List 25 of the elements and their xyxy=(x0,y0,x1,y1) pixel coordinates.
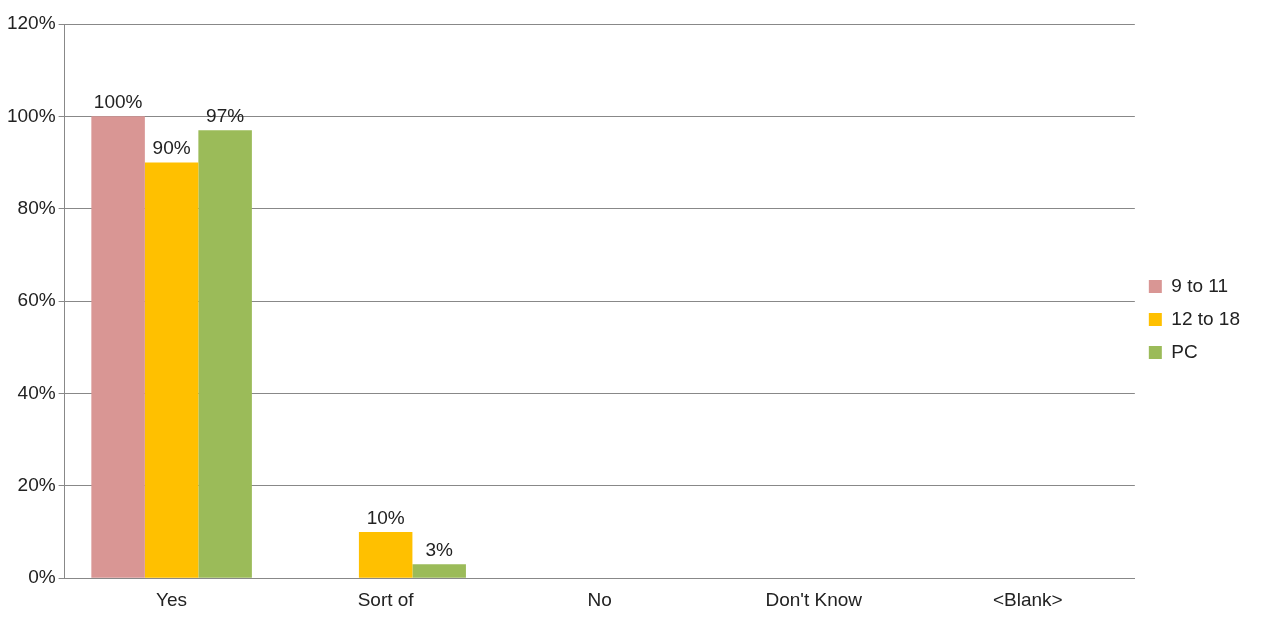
y-tick-label: 120% xyxy=(6,12,56,34)
y-tick-label: 40% xyxy=(17,381,56,403)
y-tick-label: 60% xyxy=(17,289,56,311)
x-tick-label: Yes xyxy=(156,588,188,610)
bar xyxy=(144,162,199,578)
bar xyxy=(198,130,252,578)
legend-label: PC xyxy=(1171,340,1198,362)
y-tick-label: 20% xyxy=(17,474,56,496)
data-label: 100% xyxy=(93,91,143,113)
legend-label: 9 to 11 xyxy=(1171,274,1229,296)
bar xyxy=(91,116,145,578)
x-tick-label: Don't Know xyxy=(765,588,863,610)
bar xyxy=(412,564,466,578)
y-tick-label: 100% xyxy=(6,104,56,126)
x-tick-label: <Blank> xyxy=(992,588,1063,610)
legend-label: 12 to 18 xyxy=(1171,307,1240,329)
data-label: 97% xyxy=(206,104,245,126)
data-label: 90% xyxy=(152,137,191,159)
data-label: 3% xyxy=(425,539,454,561)
bar xyxy=(358,532,413,578)
data-label: 10% xyxy=(366,506,405,528)
x-tick-label: No xyxy=(587,588,612,610)
x-tick-label: Sort of xyxy=(357,588,415,610)
y-tick-label: 80% xyxy=(17,196,56,218)
y-tick-label: 0% xyxy=(28,566,56,588)
